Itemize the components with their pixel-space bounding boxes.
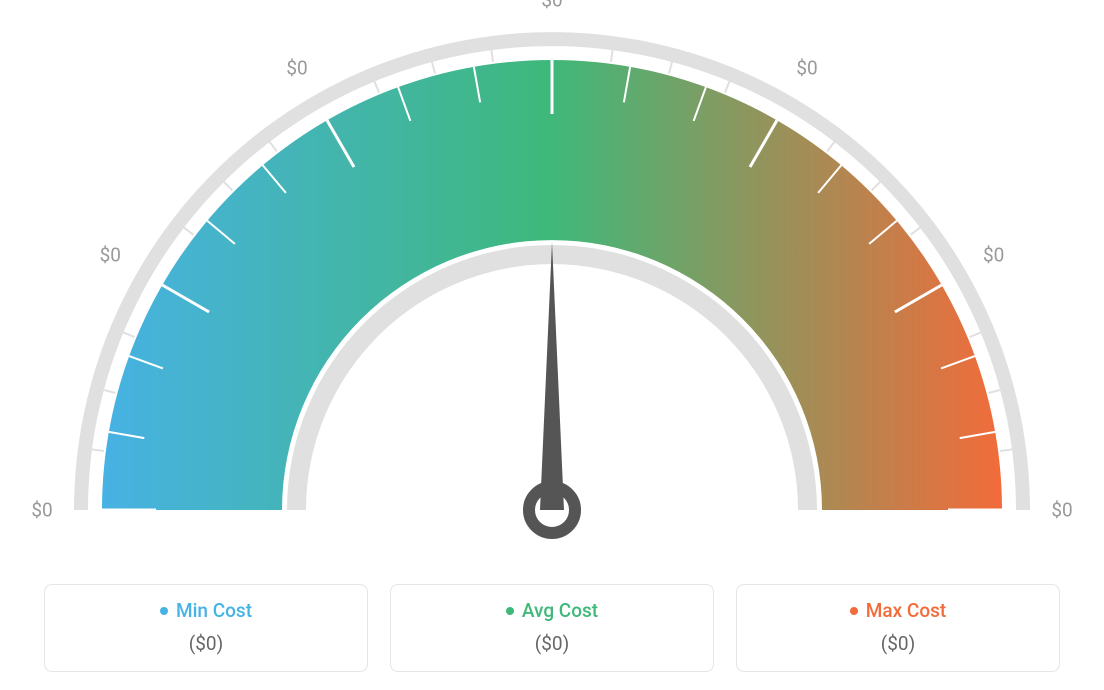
outer-notch xyxy=(184,228,194,235)
legend-title: Max Cost xyxy=(850,599,946,622)
legend-card-max: Max Cost ($0) xyxy=(736,584,1060,672)
legend-title-text: Avg Cost xyxy=(522,599,598,622)
outer-notch xyxy=(725,81,730,92)
outer-notch xyxy=(224,182,232,190)
outer-notch xyxy=(104,390,116,393)
outer-notch xyxy=(491,50,493,62)
legend-title: Min Cost xyxy=(160,599,252,622)
outer-notch xyxy=(123,332,134,337)
outer-notch xyxy=(374,81,379,92)
outer-notch xyxy=(611,50,613,62)
legend-value: ($0) xyxy=(401,632,703,655)
scale-label: $0 xyxy=(31,499,52,522)
outer-notch xyxy=(911,228,921,235)
legend-dot-icon xyxy=(850,607,858,615)
legend-dot-icon xyxy=(160,607,168,615)
outer-notch xyxy=(432,62,435,74)
outer-notch xyxy=(669,62,672,74)
scale-label: $0 xyxy=(541,0,562,12)
legend-row: Min Cost ($0) Avg Cost ($0) Max Cost ($0) xyxy=(44,584,1060,672)
outer-notch xyxy=(92,449,104,451)
scale-label: $0 xyxy=(1051,499,1072,522)
scale-label: $0 xyxy=(100,244,121,267)
legend-card-min: Min Cost ($0) xyxy=(44,584,368,672)
cost-gauge-chart: $0$0$0$0$0$0$0 Min Cost($0)Avg Cost($0)M… xyxy=(0,0,1104,690)
legend-title: Avg Cost xyxy=(506,599,598,622)
scale-label: $0 xyxy=(286,57,307,80)
legend-card-avg: Avg Cost ($0) xyxy=(390,584,714,672)
outer-notch xyxy=(270,142,277,152)
legend-title-text: Min Cost xyxy=(176,599,252,622)
needle xyxy=(540,242,564,510)
outer-notch xyxy=(989,390,1001,393)
legend-value: ($0) xyxy=(747,632,1049,655)
legend-title-text: Max Cost xyxy=(866,599,946,622)
outer-notch xyxy=(1000,449,1012,451)
outer-notch xyxy=(827,142,834,152)
scale-label: $0 xyxy=(983,244,1004,267)
legend-dot-icon xyxy=(506,607,514,615)
outer-notch xyxy=(872,182,880,190)
legend-value: ($0) xyxy=(55,632,357,655)
outer-notch xyxy=(970,332,981,337)
scale-label: $0 xyxy=(796,57,817,80)
